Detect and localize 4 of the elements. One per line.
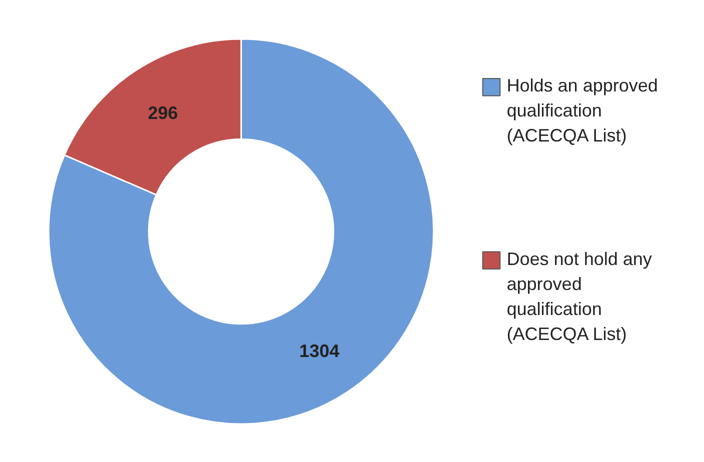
legend-label: Does not hold any approved qualification (ACECQA List) <box>506 248 652 344</box>
data-label: 296 <box>148 102 178 123</box>
legend-label: Holds an approved qualification (ACECQA List) <box>506 76 658 146</box>
data-label: 1304 <box>299 341 340 362</box>
